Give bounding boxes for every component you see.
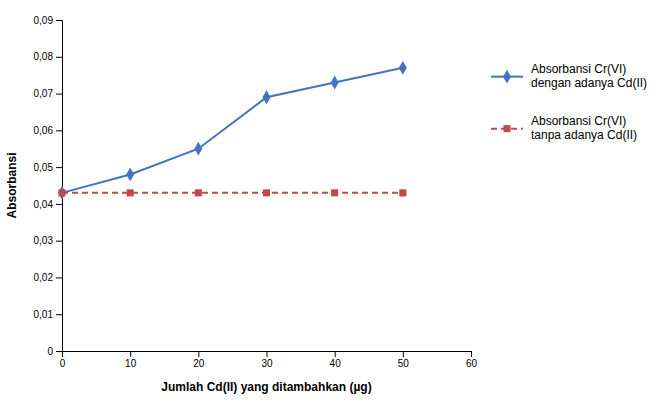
tick-label: 0,09 — [34, 15, 54, 26]
tick: 0,06 — [34, 125, 62, 136]
point — [126, 168, 134, 182]
legend-label: Absorbansi Cr(VI)dengan adanya Cd(II) — [531, 62, 647, 90]
tick-mark — [471, 351, 472, 357]
point — [399, 61, 407, 75]
tick: 60 — [466, 351, 478, 369]
tick-label: 0,08 — [34, 51, 54, 62]
tick: 0 — [60, 351, 66, 369]
tick-mark — [56, 314, 62, 315]
point — [399, 189, 406, 196]
legend-label: Absorbansi Cr(VI)tanpa adanya Cd(II) — [531, 114, 637, 142]
point — [58, 189, 65, 196]
x-axis-title: Jumlah Cd(II) yang ditambahkan (µg) — [161, 380, 371, 394]
tick: 20 — [193, 351, 205, 369]
tick-label: 60 — [466, 358, 478, 369]
tick-mark — [56, 204, 62, 205]
tick-label: 40 — [330, 358, 342, 369]
y-axis: 0 0,01 0,02 0,03 0,04 0,05 0,06 0,07 0,08 0,09 — [34, 15, 63, 357]
tick-label: 0 — [60, 358, 66, 369]
point — [127, 189, 134, 196]
tick-mark — [56, 94, 62, 95]
tick: 10 — [125, 351, 137, 369]
tick-mark — [56, 277, 62, 278]
chart: 0 10 20 30 40 50 60 0 0,01 0,02 0,03 0,04 0,05 0,06 0,… — [0, 0, 666, 401]
point — [58, 186, 66, 200]
tick-mark — [56, 351, 62, 352]
point — [331, 189, 338, 196]
tick-mark — [56, 57, 62, 58]
tick-label: 0,01 — [34, 309, 54, 320]
tick-label: 50 — [398, 358, 410, 369]
tick: 0,07 — [34, 88, 62, 99]
tick-label: 0 — [47, 346, 53, 357]
tick-mark — [56, 167, 62, 168]
tick-mark — [335, 351, 336, 357]
point — [194, 142, 202, 156]
x-axis: 0 10 20 30 40 50 60 — [60, 351, 478, 369]
tick: 0,09 — [34, 15, 62, 26]
series-line — [62, 192, 403, 194]
tick: 0,04 — [34, 199, 62, 210]
tick-mark — [267, 351, 268, 357]
point — [263, 90, 271, 104]
legend-marker — [503, 70, 511, 84]
point — [263, 189, 270, 196]
tick-label: 0,04 — [34, 199, 54, 210]
legend-entry: Absorbansi Cr(VI)dengan adanya Cd(II) — [491, 62, 647, 90]
tick: 0,08 — [34, 51, 62, 62]
tick-label: 0,02 — [34, 272, 54, 283]
tick-label: 0,03 — [34, 235, 54, 246]
tick: 0,02 — [34, 272, 62, 283]
tick-mark — [198, 351, 199, 357]
tick-label: 0,07 — [34, 88, 54, 99]
point — [195, 189, 202, 196]
tick: 0 — [47, 346, 62, 357]
legend-marker — [503, 125, 510, 132]
legend-entry: Absorbansi Cr(VI)tanpa adanya Cd(II) — [491, 114, 637, 142]
tick-label: 0,05 — [34, 162, 54, 173]
marks — [58, 61, 407, 200]
tick-label: 20 — [193, 358, 205, 369]
y-axis-title: Absorbansi — [5, 152, 19, 218]
tick: 40 — [330, 351, 342, 369]
series-line — [62, 68, 403, 193]
tick-mark — [56, 130, 62, 131]
plot: 0 10 20 30 40 50 60 0 0,01 0,02 0,03 0,04 0,05 0,06 0,… — [34, 15, 478, 369]
tick: 30 — [261, 351, 273, 369]
legend: Absorbansi Cr(VI)dengan adanya Cd(II) Abs… — [491, 62, 647, 142]
tick: 0,03 — [34, 235, 62, 246]
tick: 50 — [398, 351, 410, 369]
tick-mark — [56, 20, 62, 21]
tick-mark — [56, 241, 62, 242]
tick: 0,05 — [34, 162, 62, 173]
tick-mark — [403, 351, 404, 357]
tick-label: 0,06 — [34, 125, 54, 136]
point — [331, 76, 339, 90]
tick-mark — [130, 351, 131, 357]
tick: 0,01 — [34, 309, 62, 320]
tick-label: 30 — [261, 358, 273, 369]
tick-label: 10 — [125, 358, 137, 369]
axis-line — [56, 21, 63, 352]
axis-line — [63, 352, 472, 358]
